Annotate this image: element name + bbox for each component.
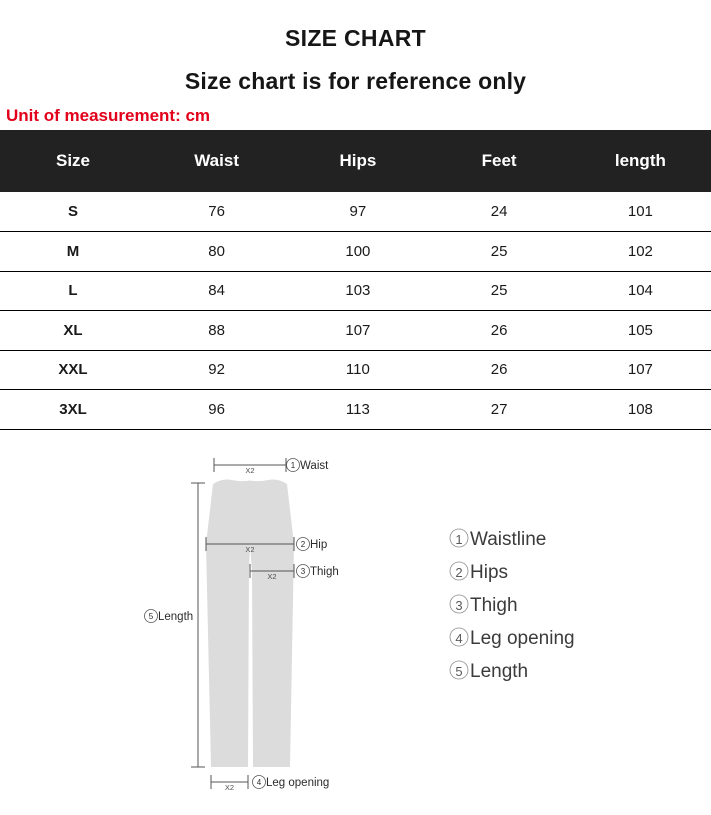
svg-text:2: 2 xyxy=(455,565,462,580)
svg-text:X2: X2 xyxy=(245,466,254,475)
svg-text:4: 4 xyxy=(455,631,462,646)
svg-text:5: 5 xyxy=(149,612,154,621)
svg-text:2: 2 xyxy=(301,540,306,549)
svg-text:3: 3 xyxy=(455,598,462,613)
svg-text:1: 1 xyxy=(291,461,296,470)
svg-text:Hip: Hip xyxy=(310,539,327,551)
svg-text:Waist: Waist xyxy=(300,460,329,472)
svg-text:Waistline: Waistline xyxy=(470,529,546,550)
svg-text:X2: X2 xyxy=(267,572,276,581)
svg-text:Leg opening: Leg opening xyxy=(266,777,329,789)
svg-text:Length: Length xyxy=(158,611,193,623)
svg-text:Length: Length xyxy=(470,661,528,682)
svg-text:X2: X2 xyxy=(245,545,254,554)
svg-text:Thigh: Thigh xyxy=(310,566,339,578)
svg-text:3: 3 xyxy=(301,567,306,576)
svg-text:5: 5 xyxy=(455,664,462,679)
svg-text:Leg opening: Leg opening xyxy=(470,628,575,649)
svg-text:Thigh: Thigh xyxy=(470,595,518,616)
svg-text:4: 4 xyxy=(257,778,262,787)
svg-text:Hips: Hips xyxy=(470,562,508,583)
svg-text:X2: X2 xyxy=(225,783,234,792)
svg-text:1: 1 xyxy=(455,532,462,547)
